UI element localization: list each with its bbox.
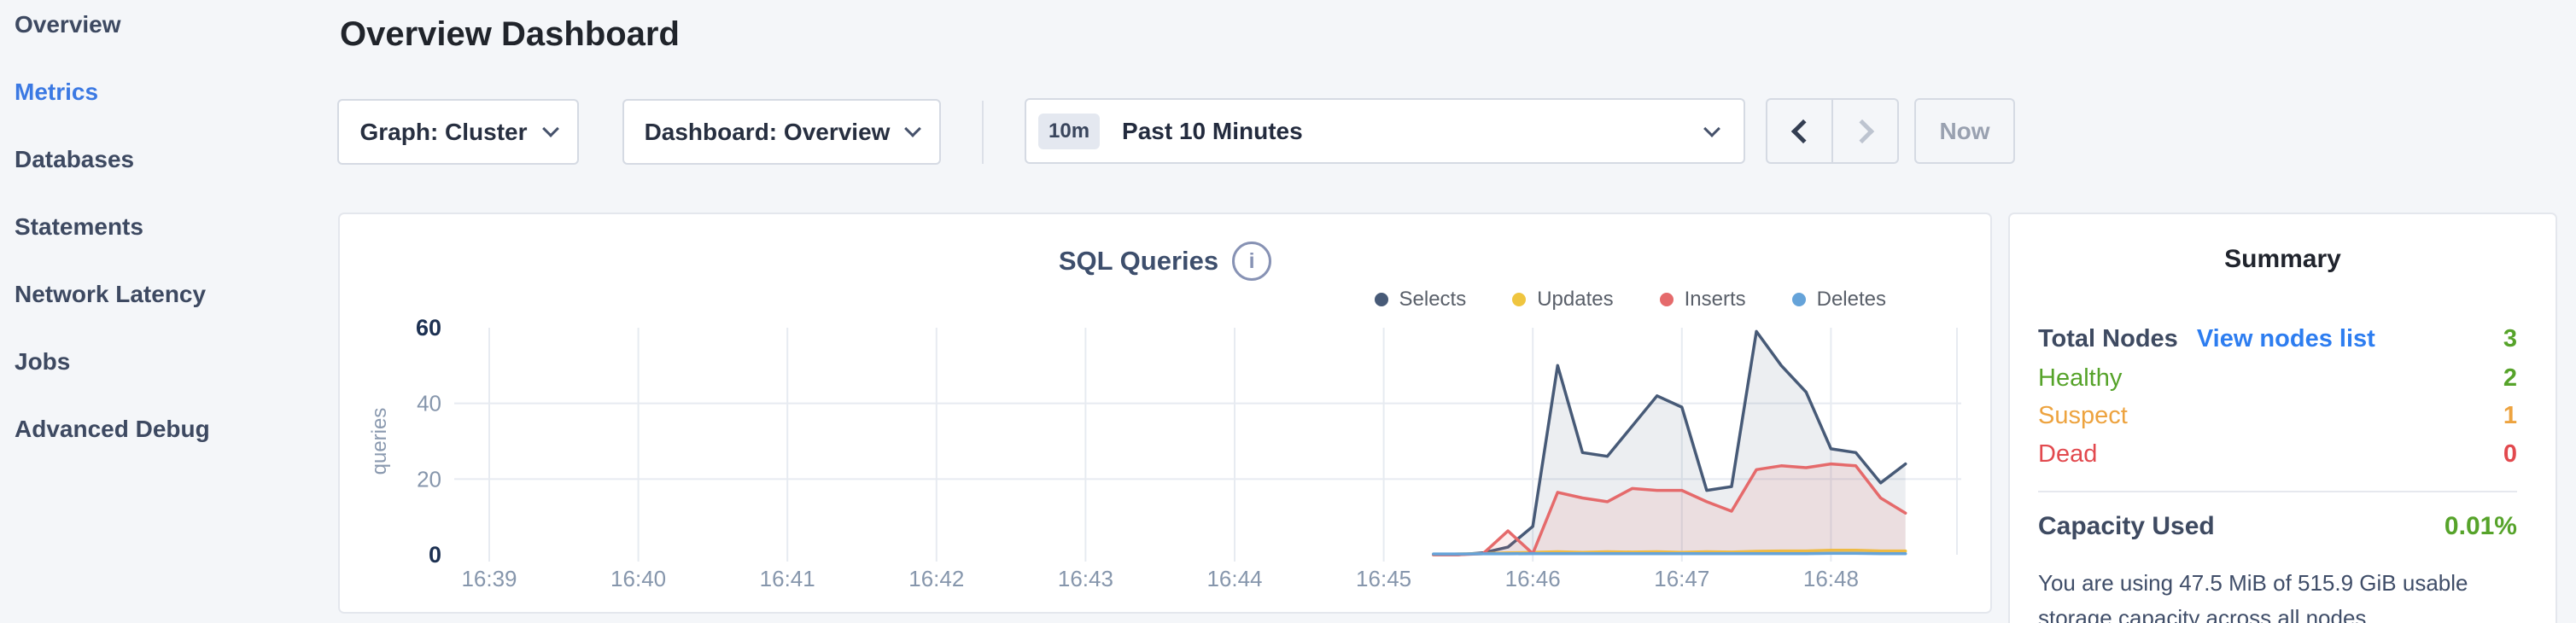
sidebar-item-databases[interactable]: Databases — [15, 146, 135, 172]
legend-item: Deletes — [1791, 288, 1886, 312]
time-step-forward-button[interactable] — [1833, 100, 1897, 162]
dashboard-dropdown[interactable]: Dashboard: Overview — [622, 99, 941, 165]
legend-dot — [1374, 293, 1388, 306]
chevron-down-icon — [1703, 120, 1720, 137]
svg-text:16:42: 16:42 — [908, 566, 964, 591]
summary-row-dead: Dead 0 — [2038, 435, 2517, 473]
suspect-label: Suspect — [2038, 401, 2128, 429]
time-range-label: Past 10 Minutes — [1122, 117, 1303, 144]
sidebar-item-network-latency[interactable]: Network Latency — [15, 281, 207, 307]
now-button[interactable]: Now — [1914, 98, 2015, 164]
time-range-select[interactable]: 10m Past 10 Minutes — [1025, 98, 1745, 164]
chevron-down-icon — [904, 119, 922, 137]
healthy-value: 2 — [2503, 364, 2517, 392]
svg-text:16:48: 16:48 — [1803, 566, 1859, 591]
total-nodes-label: Total Nodes — [2038, 324, 2178, 352]
svg-text:queries: queries — [368, 408, 391, 475]
sidebar-item-statements[interactable]: Statements — [15, 213, 143, 240]
svg-text:16:45: 16:45 — [1356, 566, 1411, 591]
info-icon[interactable] — [1232, 242, 1272, 281]
legend-item: Inserts — [1659, 288, 1746, 312]
graph-scope-dropdown[interactable]: Graph: Cluster — [337, 99, 579, 165]
svg-text:0: 0 — [429, 542, 441, 568]
page-title: Overview Dashboard — [340, 15, 680, 53]
capacity-used-label: Capacity Used — [2038, 512, 2215, 540]
sidebar: Overview Metrics Databases Statements Ne… — [0, 0, 338, 623]
chevron-down-icon — [541, 119, 559, 137]
summary-row-suspect: Suspect 1 — [2038, 397, 2517, 434]
healthy-label: Healthy — [2038, 364, 2123, 392]
total-nodes-value: 3 — [2503, 324, 2517, 352]
sidebar-item-advanced-debug[interactable]: Advanced Debug — [15, 416, 210, 442]
summary-title: Summary — [2224, 245, 2341, 273]
now-button-label: Now — [1939, 117, 1990, 144]
chevron-right-icon — [1849, 119, 1874, 143]
legend-label: Inserts — [1684, 288, 1746, 311]
svg-text:16:40: 16:40 — [610, 566, 666, 591]
legend-dot — [1659, 293, 1674, 306]
legend-item: Selects — [1374, 288, 1467, 312]
summary-divider — [2038, 491, 2517, 492]
svg-text:16:47: 16:47 — [1654, 566, 1709, 591]
sidebar-item-jobs[interactable]: Jobs — [15, 348, 71, 375]
time-step-back-button[interactable] — [1767, 100, 1833, 162]
svg-text:16:43: 16:43 — [1058, 566, 1113, 591]
legend-label: Deletes — [1816, 288, 1886, 311]
sql-queries-chart: 16:39 16:40 16:41 16:42 16:43 16:44 16:45 16:46… — [368, 315, 1961, 591]
capacity-description: You are using 47.5 MiB of 515.9 GiB usab… — [2038, 570, 2468, 623]
summary-panel: Summary Total Nodes View nodes list 3 He… — [2008, 213, 2557, 623]
toolbar-divider — [982, 101, 984, 164]
summary-row-healthy: Healthy 2 — [2038, 359, 2517, 397]
svg-text:40: 40 — [417, 391, 441, 416]
svg-text:16:39: 16:39 — [461, 566, 517, 591]
dashboard-dropdown-label: Dashboard: Overview — [644, 118, 891, 145]
dead-value: 0 — [2503, 440, 2517, 468]
chart-title: SQL Queries — [1058, 246, 1219, 276]
svg-text:16:44: 16:44 — [1206, 566, 1262, 591]
graph-scope-dropdown-label: Graph: Cluster — [359, 118, 528, 145]
chart-header: SQL Queries — [340, 242, 1990, 281]
legend-item: Updates — [1512, 288, 1614, 312]
dead-label: Dead — [2038, 440, 2098, 468]
legend-label: Selects — [1399, 288, 1467, 311]
time-step-button-group — [1766, 98, 1899, 164]
suspect-value: 1 — [2503, 401, 2517, 429]
sql-queries-card: 16:39 16:40 16:41 16:42 16:43 16:44 16:45 16:46… — [338, 213, 1992, 614]
sidebar-item-metrics[interactable]: Metrics — [15, 79, 99, 105]
time-range-badge: 10m — [1038, 113, 1101, 149]
sidebar-item-overview[interactable]: Overview — [15, 11, 121, 38]
summary-row-capacity: Capacity Used 0.01% — [2038, 508, 2517, 545]
chevron-left-icon — [1790, 119, 1815, 143]
legend-label: Updates — [1537, 288, 1614, 311]
legend-dot — [1791, 293, 1806, 306]
svg-text:60: 60 — [416, 315, 441, 341]
capacity-used-value: 0.01% — [2444, 512, 2517, 540]
svg-text:16:46: 16:46 — [1505, 566, 1561, 591]
svg-text:20: 20 — [417, 466, 441, 492]
svg-text:16:41: 16:41 — [760, 566, 815, 591]
view-nodes-list-link[interactable]: View nodes list — [2196, 324, 2375, 352]
chart-legend: Selects Updates Inserts Deletes — [1374, 288, 1886, 312]
summary-row-total-nodes: Total Nodes View nodes list 3 — [2038, 320, 2517, 358]
legend-dot — [1512, 293, 1527, 306]
